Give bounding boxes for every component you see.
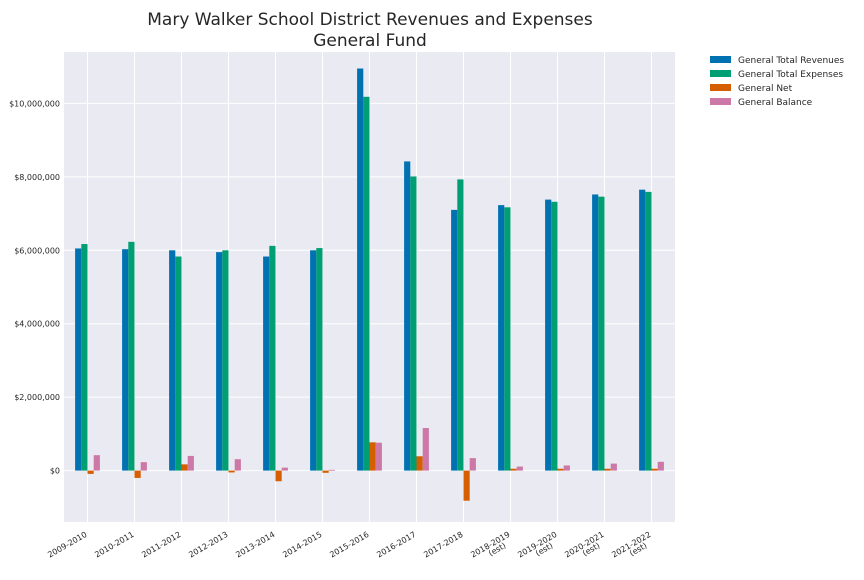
bar xyxy=(328,469,335,471)
bar xyxy=(357,68,364,471)
x-tick-label: 2014-2015 xyxy=(281,530,323,560)
legend-swatch xyxy=(710,84,731,91)
bar xyxy=(222,250,229,471)
legend-label: General Total Expenses xyxy=(738,70,843,80)
bar xyxy=(645,191,652,471)
y-axis: $0 $2,000,000 $4,000,000 $6,000,000 $8,000,0… xyxy=(9,99,60,475)
bar xyxy=(375,442,382,471)
x-tick-label: 2017-2018 xyxy=(422,530,464,560)
legend-label: General Balance xyxy=(738,98,813,108)
chart-title: Mary Walker School District Revenues and… xyxy=(147,10,593,30)
bar xyxy=(269,245,276,471)
y-tick-label: $8,000,000 xyxy=(14,173,60,182)
y-tick-label: $0 xyxy=(50,467,60,476)
bar xyxy=(563,465,570,471)
bar xyxy=(87,470,94,474)
bar xyxy=(469,458,476,471)
bar xyxy=(657,461,664,471)
legend: General Total Revenues General Total Expe… xyxy=(710,56,844,108)
bar xyxy=(234,459,241,471)
bar xyxy=(263,256,270,471)
y-tick-label: $10,000,000 xyxy=(9,99,60,108)
legend-swatch xyxy=(710,98,731,105)
x-tick-label: 2009-2010 xyxy=(46,530,88,560)
bar xyxy=(422,428,429,471)
bar xyxy=(557,468,564,471)
bar xyxy=(504,207,511,471)
bar xyxy=(410,176,417,471)
legend-label: General Total Revenues xyxy=(738,56,844,66)
bar xyxy=(610,463,617,471)
bar xyxy=(510,468,517,471)
y-tick-label: $6,000,000 xyxy=(14,246,60,255)
bar xyxy=(81,244,88,471)
bar xyxy=(228,470,235,473)
legend-swatch xyxy=(710,70,731,77)
bar xyxy=(93,455,100,471)
y-tick-label: $4,000,000 xyxy=(14,320,60,329)
bar xyxy=(316,248,323,471)
bar xyxy=(545,199,552,471)
bar xyxy=(416,456,423,471)
x-tick-label: 2012-2013 xyxy=(187,530,229,560)
bar xyxy=(169,250,176,471)
bar xyxy=(181,464,188,471)
bar xyxy=(322,470,329,473)
bar xyxy=(134,470,141,478)
bar xyxy=(604,468,611,471)
legend-swatch xyxy=(710,56,731,63)
bar xyxy=(310,250,317,471)
bar xyxy=(187,455,194,471)
bar xyxy=(122,249,129,471)
legend-label: General Net xyxy=(738,84,793,94)
bar xyxy=(651,468,658,471)
bar xyxy=(551,201,558,471)
x-tick-label: 2016-2017 xyxy=(375,530,417,560)
bar xyxy=(457,179,464,471)
bars xyxy=(75,68,664,501)
bar xyxy=(369,442,376,471)
bar xyxy=(175,256,182,471)
x-tick-label: 2010-2011 xyxy=(93,530,135,560)
bar xyxy=(275,470,282,482)
bar xyxy=(363,96,370,471)
bar xyxy=(451,209,458,471)
y-tick-label: $2,000,000 xyxy=(14,393,60,402)
chart-subtitle: General Fund xyxy=(313,31,427,51)
bar xyxy=(404,161,411,471)
bar xyxy=(128,241,135,471)
x-tick-label: 2013-2014 xyxy=(234,530,276,560)
bar xyxy=(281,467,288,471)
x-axis: 2009-2010 2010-2011 2011-2012 2012-2013 2013… xyxy=(46,530,652,560)
bar xyxy=(216,252,223,471)
bar xyxy=(75,248,82,471)
bar xyxy=(498,205,505,471)
bar xyxy=(516,466,523,471)
x-tick-label: 2011-2012 xyxy=(140,530,182,560)
bar xyxy=(598,196,605,471)
bar xyxy=(463,470,470,501)
bar xyxy=(592,194,599,471)
bar xyxy=(140,462,147,471)
bar xyxy=(639,189,646,471)
x-tick-label: 2015-2016 xyxy=(328,530,370,560)
